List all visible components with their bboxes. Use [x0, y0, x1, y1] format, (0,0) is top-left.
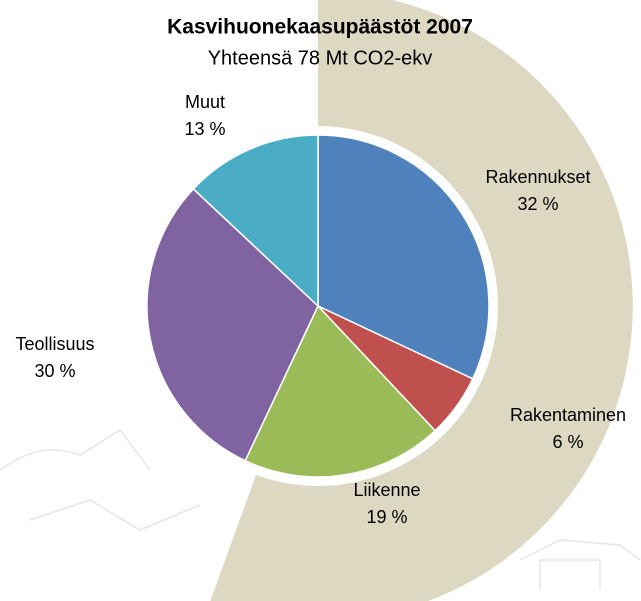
- slice-value-label: 13 %: [184, 119, 225, 139]
- slice-value-label: 19 %: [366, 507, 407, 527]
- slice-label: Liikenne: [353, 480, 420, 500]
- slice-label: Teollisuus: [15, 334, 94, 354]
- chart: Kasvihuonekaasupäästöt 2007 Yhteensä 78 …: [0, 0, 641, 601]
- slice-label: Muut: [185, 92, 225, 112]
- slice-value-label: 6 %: [552, 432, 583, 452]
- chart-subtitle: Yhteensä 78 Mt CO2-ekv: [208, 47, 433, 69]
- slice-label: Rakennukset: [485, 167, 590, 187]
- slice-label: Rakentaminen: [510, 405, 626, 425]
- slice-value-label: 30 %: [34, 361, 75, 381]
- chart-title: Kasvihuonekaasupäästöt 2007: [167, 16, 473, 39]
- slice-value-label: 32 %: [517, 194, 558, 214]
